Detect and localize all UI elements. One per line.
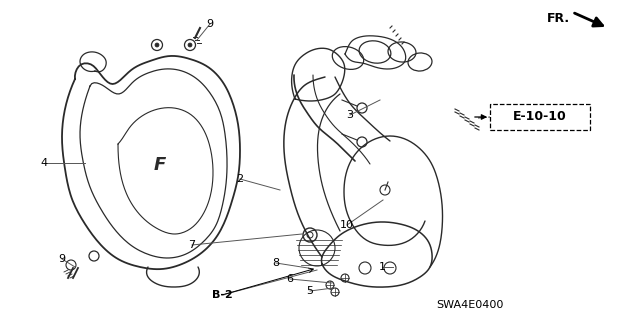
Text: 5: 5 <box>307 286 314 296</box>
Circle shape <box>188 43 192 47</box>
Text: 9: 9 <box>207 19 214 29</box>
Text: 6: 6 <box>287 274 294 284</box>
Text: F: F <box>154 156 166 174</box>
Text: E-10-10: E-10-10 <box>513 110 567 123</box>
Text: 2: 2 <box>236 174 244 184</box>
Text: 1: 1 <box>378 262 385 272</box>
Text: FR.: FR. <box>547 11 570 25</box>
Text: 3: 3 <box>346 110 353 120</box>
Text: 4: 4 <box>40 158 47 168</box>
Text: B-2: B-2 <box>212 290 232 300</box>
Text: 9: 9 <box>58 254 65 264</box>
Text: SWA4E0400: SWA4E0400 <box>436 300 504 310</box>
Text: 10: 10 <box>340 220 354 230</box>
Text: 7: 7 <box>188 240 196 250</box>
Circle shape <box>155 43 159 47</box>
Text: 8: 8 <box>273 258 280 268</box>
Bar <box>490 104 590 130</box>
